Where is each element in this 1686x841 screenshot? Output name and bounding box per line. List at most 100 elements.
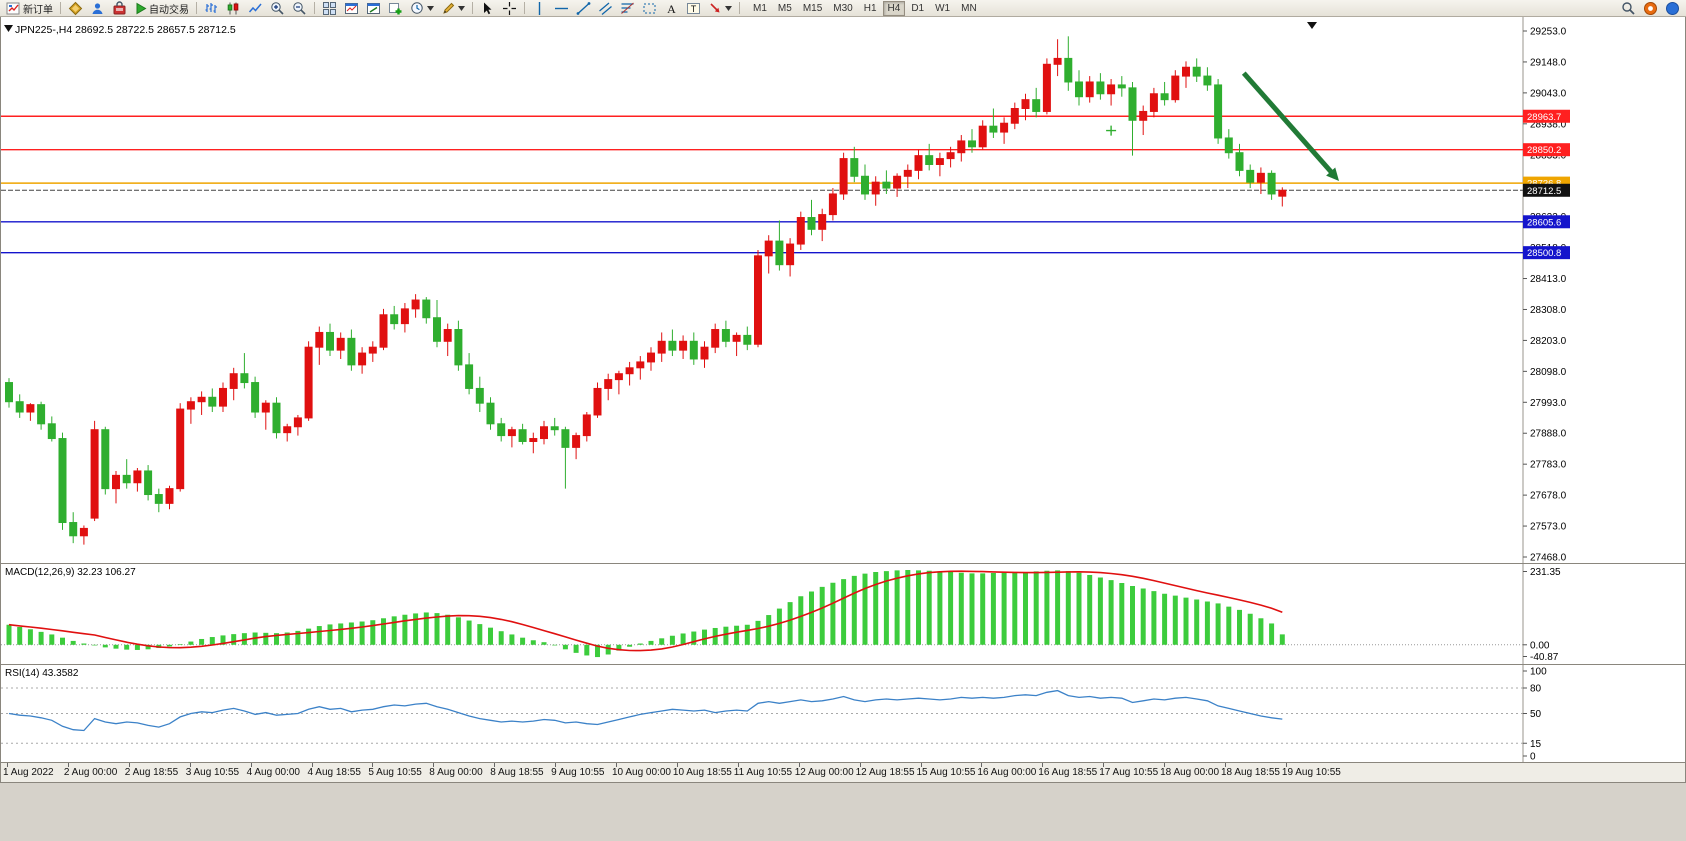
indicators-window-button[interactable] [341, 1, 362, 16]
time-tick [1103, 763, 1105, 767]
trendline-button[interactable] [573, 1, 594, 16]
time-label: 18 Aug 18:55 [1221, 767, 1280, 778]
macd-axis[interactable]: 231.35 0.00-40.87 [1522, 564, 1561, 664]
fibonacci-button[interactable] [617, 1, 638, 16]
tf-button-m15[interactable]: M15 [798, 1, 827, 16]
time-tick [311, 763, 313, 767]
chart-shift-marker[interactable] [1307, 22, 1317, 29]
objects-window-button[interactable] [363, 1, 384, 16]
new-order-label: 新订单 [23, 4, 53, 16]
price-tag: 28850.2 [1523, 143, 1570, 157]
time-tick [128, 763, 130, 767]
text-button[interactable]: A [661, 1, 682, 16]
svg-text:28938.0: 28938.0 [1530, 119, 1567, 130]
tf-button-m30[interactable]: M30 [828, 1, 857, 16]
chevron-down-icon [427, 5, 434, 11]
time-label: 12 Aug 00:00 [794, 767, 854, 778]
one-click-trading-arrow-icon[interactable] [4, 25, 13, 33]
cross-marker[interactable] [1106, 125, 1117, 136]
crosshair-button[interactable] [499, 1, 520, 16]
timeframe-buttons: M1 M5 M15 M30 H1 H4 D1 W1 MN [748, 0, 982, 16]
new-chart-button[interactable] [385, 1, 406, 16]
time-tick [1225, 763, 1226, 767]
toolbar-separator [524, 2, 525, 14]
rsi-axis[interactable]: 100 80 50 15 0 [1522, 665, 1547, 763]
time-label: 8 Aug 18:55 [490, 767, 544, 778]
time-tick [372, 763, 374, 767]
indicators-window-icon [345, 2, 358, 14]
channel-button[interactable] [595, 1, 616, 16]
shapes-button[interactable] [639, 1, 660, 16]
time-tick [981, 763, 983, 767]
svg-text:29148.0: 29148.0 [1530, 57, 1567, 68]
notifications-button[interactable] [1640, 1, 1661, 16]
cursor-arrow-icon [484, 2, 492, 14]
chevron-down-icon [458, 5, 465, 11]
zoom-in-icon [271, 1, 284, 15]
metaeditor-button[interactable] [65, 1, 86, 16]
chart-line-button[interactable] [245, 1, 266, 16]
time-label: 16 Aug 18:55 [1038, 767, 1098, 778]
tile-windows-icon [323, 1, 336, 15]
time-tick [7, 763, 8, 767]
toolbar-separator [472, 2, 473, 14]
svg-text:28605.6: 28605.6 [1527, 217, 1561, 228]
tf-button-h4[interactable]: H4 [882, 0, 906, 16]
tf-button-h1[interactable]: H1 [859, 1, 882, 16]
svg-text:27783.0: 27783.0 [1530, 460, 1567, 471]
svg-text:T: T [691, 4, 697, 14]
macd-label: MACD(12,26,9) 32.23 106.27 [5, 567, 136, 578]
time-tick [737, 763, 739, 767]
zoom-out-button[interactable] [289, 1, 310, 16]
periods-button[interactable] [407, 1, 437, 16]
macd-histogram [6, 570, 1285, 658]
search-button[interactable] [1618, 1, 1639, 16]
templates-pencil-icon [443, 2, 455, 14]
new-order-button[interactable]: 新订单 [3, 1, 56, 16]
trend-arrow-annotation[interactable] [1241, 71, 1340, 181]
community-button[interactable] [87, 1, 108, 16]
zoom-in-button[interactable] [267, 1, 288, 16]
time-label: 19 Aug 10:55 [1281, 767, 1341, 778]
toolbar-separator [196, 2, 197, 14]
time-tick [1164, 763, 1166, 767]
macd-chart[interactable]: 231.35 0.00-40.87 [1, 564, 1686, 664]
text-label-button[interactable]: T [683, 1, 704, 16]
shapes-icon [643, 3, 656, 13]
price-axis[interactable]: 29253.029148.029043.028938.028833.028728… [1522, 17, 1567, 564]
time-label: 17 Aug 10:55 [1099, 767, 1159, 778]
chart-window: JPN225-,H4 28692.5 28722.5 28657.5 28712… [0, 17, 1686, 783]
svg-text:27993.0: 27993.0 [1530, 398, 1567, 409]
line-chart-icon [248, 3, 262, 12]
svg-text:28308.0: 28308.0 [1530, 305, 1567, 316]
chart-candles-button[interactable] [223, 1, 244, 16]
rsi-chart[interactable]: 100 80 50 15 0 [1, 665, 1686, 763]
svg-text:28413.0: 28413.0 [1530, 274, 1567, 285]
time-axis[interactable]: 1 Aug 2022 2 Aug 00:00 2 Aug 18:55 3 Aug 10… [1, 762, 1685, 782]
chart-bars-button[interactable] [201, 1, 222, 16]
time-tick [67, 763, 69, 767]
price-chart[interactable]: 29253.029148.029043.028938.028833.028728… [1, 17, 1686, 564]
toolbar-separator [60, 2, 61, 14]
time-tick [433, 763, 435, 767]
tile-charts-button[interactable] [319, 1, 340, 16]
time-tick [189, 763, 191, 767]
account-button[interactable] [1662, 1, 1683, 16]
horizontal-line-button[interactable] [551, 1, 572, 16]
time-label: 4 Aug 00:00 [246, 767, 300, 778]
cursor-button[interactable] [477, 1, 498, 16]
tf-button-m1[interactable]: M1 [748, 1, 772, 16]
svg-text:27573.0: 27573.0 [1530, 522, 1567, 533]
tf-button-mn[interactable]: MN [956, 1, 982, 16]
market-button[interactable] [109, 0, 130, 16]
auto-trading-button[interactable]: 自动交易 [131, 1, 192, 16]
tf-button-w1[interactable]: W1 [930, 1, 955, 16]
tf-button-d1[interactable]: D1 [906, 1, 929, 16]
price-tag: 28500.8 [1523, 246, 1570, 260]
svg-text:A: A [667, 2, 676, 16]
arrows-button[interactable] [705, 1, 735, 16]
templates-button[interactable] [438, 1, 468, 16]
vertical-line-button[interactable] [529, 1, 550, 16]
horizontal-lines[interactable] [1, 115, 1523, 254]
tf-button-m5[interactable]: M5 [773, 1, 797, 16]
